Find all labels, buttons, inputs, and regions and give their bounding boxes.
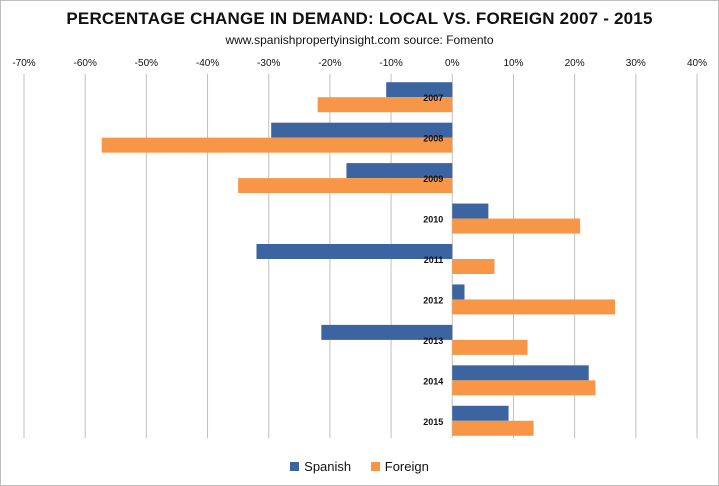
x-tick-label: 10% bbox=[503, 58, 523, 69]
x-tick-label: 40% bbox=[687, 58, 707, 69]
x-tick-label: -60% bbox=[74, 58, 97, 69]
legend-swatch-spanish bbox=[290, 462, 300, 471]
bar-spanish-2014 bbox=[452, 365, 589, 381]
x-tick-label: -20% bbox=[318, 58, 341, 69]
category-label: 2009 bbox=[423, 174, 443, 184]
legend-label-spanish: Spanish bbox=[304, 459, 352, 474]
bar-spanish-2008 bbox=[271, 122, 453, 138]
category-label: 2015 bbox=[423, 417, 443, 427]
legend-item-foreign: Foreign bbox=[370, 459, 429, 474]
x-tick-label: -50% bbox=[135, 58, 158, 69]
chart-title: PERCENTAGE CHANGE IN DEMAND: LOCAL VS. F… bbox=[66, 9, 653, 28]
category-label: 2008 bbox=[423, 134, 443, 144]
category-label: 2010 bbox=[423, 215, 443, 225]
legend-item-spanish: Spanish bbox=[290, 459, 351, 474]
x-tick-label: 30% bbox=[626, 58, 646, 69]
bar-spanish-2012 bbox=[452, 284, 465, 300]
category-label: 2013 bbox=[423, 336, 443, 346]
bar-spanish-2007 bbox=[386, 82, 453, 98]
x-tick-label: -30% bbox=[257, 58, 280, 69]
bar-foreign-2011 bbox=[452, 259, 495, 274]
legend-swatch-foreign bbox=[370, 462, 380, 471]
legend-label-foreign: Foreign bbox=[384, 459, 429, 474]
bar-spanish-2009 bbox=[346, 163, 453, 179]
x-tick-label: 0% bbox=[445, 58, 460, 69]
category-label: 2007 bbox=[423, 93, 443, 103]
legend: Spanish Foreign bbox=[0, 459, 719, 474]
bars bbox=[101, 82, 616, 436]
bar-foreign-2014 bbox=[452, 380, 596, 396]
x-tick-label: 20% bbox=[565, 58, 585, 69]
category-labels: 2007 2008 2009 2010 2011 2012 2013 2014 2015 bbox=[423, 93, 443, 427]
bar-foreign-2013 bbox=[452, 339, 528, 355]
bar-spanish-2015 bbox=[452, 405, 509, 421]
x-tick-label: -10% bbox=[379, 58, 402, 69]
chart-subtitle: www.spanishpropertyinsight.com source: F… bbox=[225, 33, 494, 47]
x-axis-ticks: -70% -60% -50% -40% -30% -20% -10% 0% 10% 20% 30% 4… bbox=[12, 58, 707, 69]
bar-foreign-2010 bbox=[452, 218, 581, 234]
x-tick-label: -40% bbox=[196, 58, 219, 69]
bar-foreign-2015 bbox=[452, 420, 534, 436]
category-label: 2011 bbox=[424, 255, 444, 265]
bar-foreign-2008 bbox=[101, 137, 453, 153]
bar-spanish-2011 bbox=[256, 244, 453, 259]
bar-foreign-2007 bbox=[317, 97, 453, 113]
bar-foreign-2009 bbox=[238, 178, 453, 194]
bar-spanish-2013 bbox=[321, 324, 453, 340]
x-tick-label: -70% bbox=[12, 58, 35, 69]
bar-spanish-2010 bbox=[452, 203, 489, 219]
bar-foreign-2012 bbox=[452, 299, 616, 315]
category-label: 2014 bbox=[423, 376, 443, 386]
category-label: 2012 bbox=[423, 295, 443, 305]
